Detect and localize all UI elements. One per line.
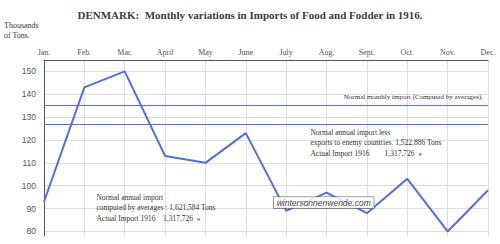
svg-text:150: 150 (22, 66, 36, 76)
svg-text:July: July (280, 48, 293, 57)
svg-text:June: June (238, 48, 253, 57)
svg-text:Feb.: Feb. (77, 48, 91, 57)
svg-text:Jan.: Jan. (38, 48, 51, 57)
svg-text:Aug.: Aug. (319, 48, 335, 57)
svg-text:90: 90 (27, 204, 37, 214)
svg-text:computed by averages : 1,621,5: computed by averages : 1,621,584 Tons (96, 203, 215, 212)
svg-text:110: 110 (22, 158, 36, 168)
svg-text:Normal annual import less: Normal annual import less (310, 128, 390, 137)
svg-text:Oct.: Oct. (400, 48, 414, 57)
svg-text:exports to enemy countries. 1,: exports to enemy countries. 1,522,886 To… (310, 138, 441, 147)
svg-text:140: 140 (22, 89, 36, 99)
svg-text:of Tons.: of Tons. (4, 31, 30, 40)
svg-text:130: 130 (22, 112, 36, 122)
svg-text:Sept.: Sept. (359, 48, 375, 57)
svg-text:DENMARK: Monthly variations i: DENMARK: Monthly variations in Imports o… (77, 9, 422, 21)
svg-text:Dec.: Dec. (481, 48, 496, 57)
svg-text:April: April (157, 48, 175, 57)
svg-text:Normal annual import: Normal annual import (96, 193, 164, 202)
svg-text:Actual Import 1916 1,317,72: Actual Import 1916 1,317,726 » (96, 214, 200, 223)
svg-text:Mar.: Mar. (117, 48, 132, 57)
svg-text:80: 80 (27, 226, 37, 236)
svg-text:Actual Import 1916 1,31: Actual Import 1916 1,317,726 » (310, 149, 422, 158)
svg-text:Thousands: Thousands (4, 21, 39, 30)
svg-text:100: 100 (22, 181, 36, 191)
svg-text:wintersonnenwende.com: wintersonnenwende.com (277, 198, 371, 208)
svg-text:120: 120 (22, 135, 36, 145)
svg-text:Nov.: Nov. (440, 48, 455, 57)
svg-text:May: May (198, 48, 213, 57)
svg-text:Normal monthly import (Compute: Normal monthly import (Computed by avera… (344, 93, 483, 101)
